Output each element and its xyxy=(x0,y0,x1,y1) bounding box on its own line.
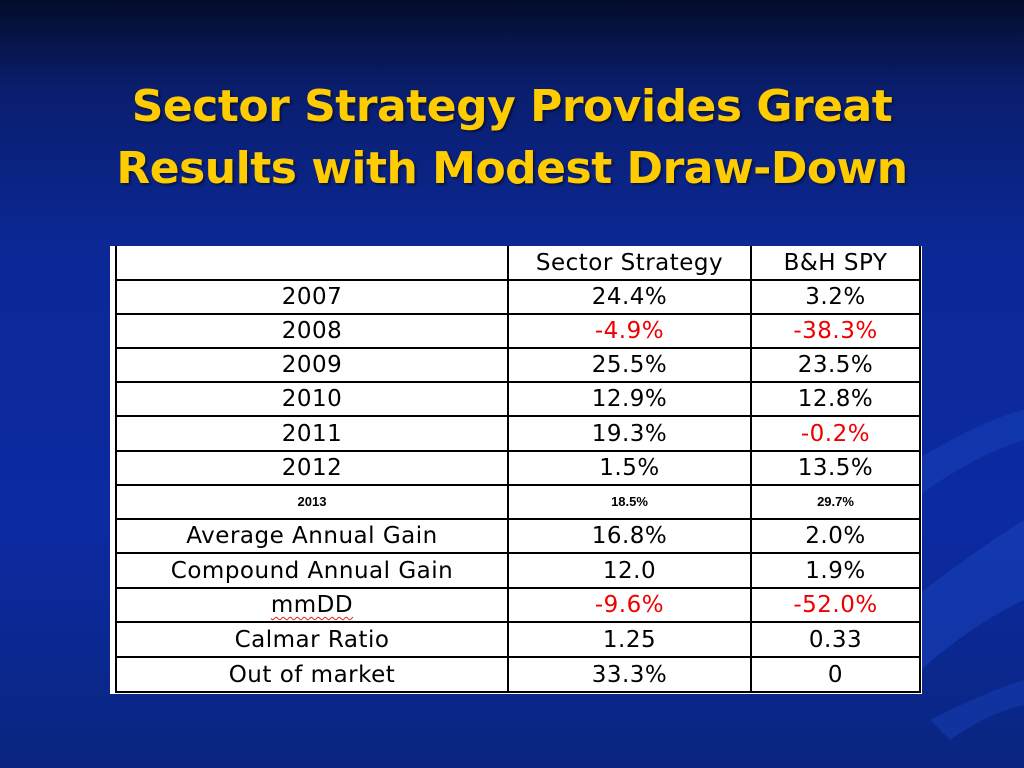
table-row-2013: 2013 18.5% 29.7% xyxy=(115,484,921,520)
sector-value: 16.8% xyxy=(507,518,752,554)
sector-value: -9.6% xyxy=(507,587,752,623)
table-row-2009: 2009 25.5% 23.5% xyxy=(115,347,921,383)
row-label: Compound Annual Gain xyxy=(115,552,509,589)
table-row-2012: 2012 1.5% 13.5% xyxy=(115,450,921,486)
row-label: mmDD xyxy=(115,587,509,623)
sector-value: 12.9% xyxy=(507,381,752,417)
sector-value: 25.5% xyxy=(507,347,752,383)
mmdd-label: mmDD xyxy=(270,592,354,618)
table-row-calmar-ratio: Calmar Ratio 1.25 0.33 xyxy=(115,621,921,658)
spy-value: -38.3% xyxy=(750,313,921,349)
table-row-2007: 2007 24.4% 3.2% xyxy=(115,279,921,315)
spy-value: 12.8% xyxy=(750,381,921,417)
sector-value: 1.5% xyxy=(507,450,752,486)
spy-value: 23.5% xyxy=(750,347,921,383)
sector-value: 12.0 xyxy=(507,552,752,589)
row-label: Average Annual Gain xyxy=(115,518,509,554)
spy-value: -52.0% xyxy=(750,587,921,623)
table-row-2011: 2011 19.3% -0.2% xyxy=(115,415,921,452)
sector-value: 18.5% xyxy=(507,484,752,520)
row-label: 2012 xyxy=(115,450,509,486)
row-label: 2011 xyxy=(115,415,509,452)
results-table-container: Sector Strategy B&H SPY 2007 24.4% 3.2% … xyxy=(110,246,922,694)
spy-value: 3.2% xyxy=(750,279,921,315)
sector-value: 33.3% xyxy=(507,656,752,693)
spy-value: 0.33 xyxy=(750,621,921,658)
row-label: 2007 xyxy=(115,279,509,315)
row-label: 2009 xyxy=(115,347,509,383)
header-sector-strategy: Sector Strategy xyxy=(507,246,752,281)
row-label: 2008 xyxy=(115,313,509,349)
table-row-compound-annual-gain: Compound Annual Gain 12.0 1.9% xyxy=(115,552,921,589)
spy-value: -0.2% xyxy=(750,415,921,452)
spy-value: 1.9% xyxy=(750,552,921,589)
results-table: Sector Strategy B&H SPY 2007 24.4% 3.2% … xyxy=(115,246,921,693)
sector-value: -4.9% xyxy=(507,313,752,349)
table-row-2010: 2010 12.9% 12.8% xyxy=(115,381,921,417)
sector-value: 1.25 xyxy=(507,621,752,658)
table-row-mmdd: mmDD -9.6% -52.0% xyxy=(115,587,921,623)
row-label: 2010 xyxy=(115,381,509,417)
table-row-average-annual-gain: Average Annual Gain 16.8% 2.0% xyxy=(115,518,921,554)
table-row-2008: 2008 -4.9% -38.3% xyxy=(115,313,921,349)
spy-value: 2.0% xyxy=(750,518,921,554)
table-row-out-of-market: Out of market 33.3% 0 xyxy=(115,656,921,693)
spy-value: 13.5% xyxy=(750,450,921,486)
header-bh-spy: B&H SPY xyxy=(750,246,921,281)
spy-value: 0 xyxy=(750,656,921,693)
spy-value: 29.7% xyxy=(750,484,921,520)
table-header-row: Sector Strategy B&H SPY xyxy=(115,246,921,281)
row-label: 2013 xyxy=(115,484,509,520)
header-blank-cell xyxy=(115,246,509,281)
sector-value: 19.3% xyxy=(507,415,752,452)
sector-value: 24.4% xyxy=(507,279,752,315)
slide-title: Sector Strategy Provides Great Results w… xyxy=(116,81,908,194)
row-label: Out of market xyxy=(115,656,509,693)
row-label: Calmar Ratio xyxy=(115,621,509,658)
